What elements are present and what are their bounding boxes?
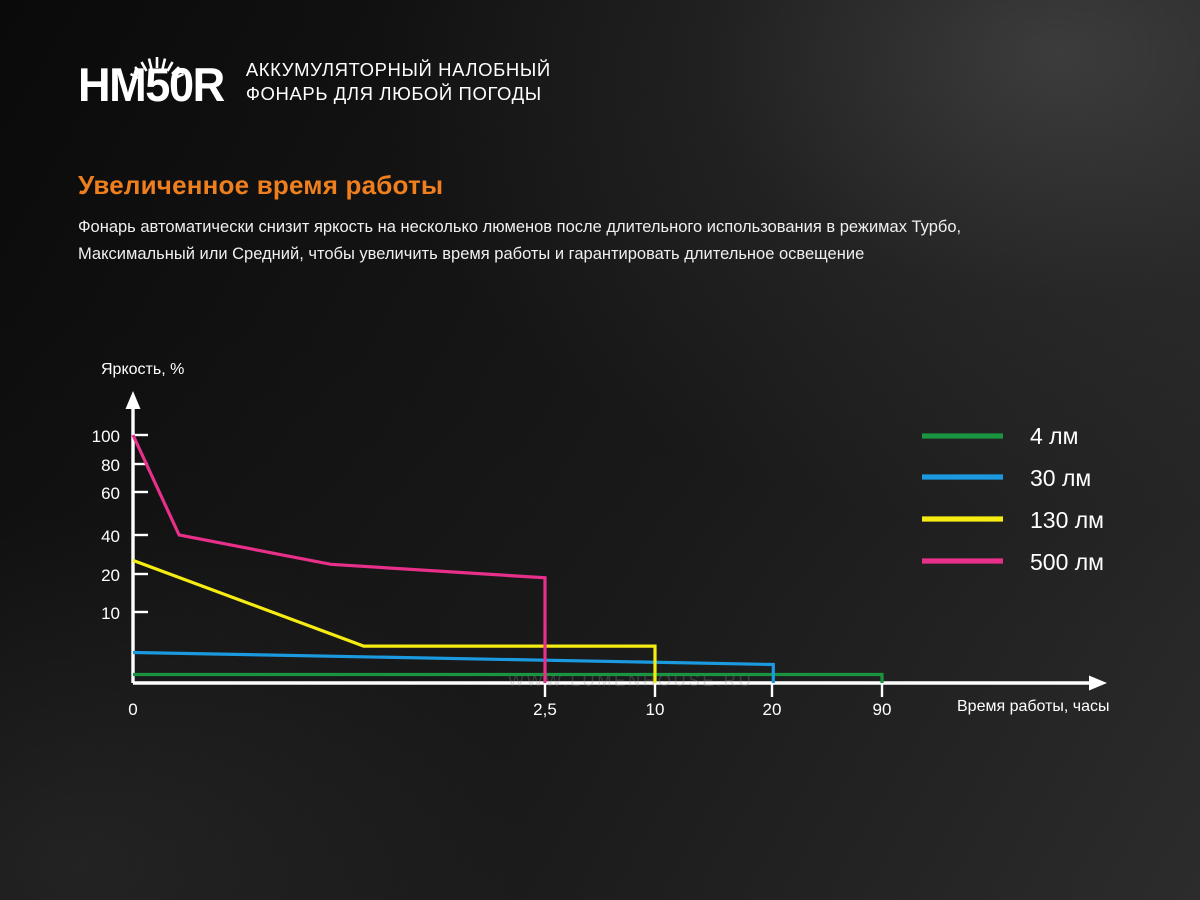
legend-label-130lm: 130 лм — [1030, 507, 1104, 533]
x-axis-arrow — [1089, 675, 1107, 691]
series-line-500lm — [131, 434, 547, 683]
legend-label-4lm: 4 лм — [1030, 423, 1078, 449]
y-axis-title: Яркость, % — [101, 361, 184, 378]
tagline-line-1: АККУМУЛЯТОРНЫЙ НАЛОБНЫЙ — [245, 59, 551, 80]
y-tick-label-10: 10 — [101, 604, 120, 623]
brand-tagline: АККУМУЛЯТОРНЫЙ НАЛОБНЫЙ ФОНАРЬ ДЛЯ ЛЮБОЙ… — [246, 58, 551, 108]
x-tick-label-10: 10 — [646, 700, 665, 719]
product-model: HM50R — [78, 58, 225, 112]
x-axis-ticks: 0 2,5 10 20 90 — [128, 683, 891, 719]
tagline-line-2: ФОНАРЬ ДЛЯ ЛЮБОЙ ПОГОДЫ — [245, 82, 542, 104]
y-tick-label-20: 20 — [101, 566, 120, 585]
y-tick-label-80: 80 — [101, 456, 120, 475]
y-tick-label-60: 60 — [101, 484, 120, 503]
legend-label-30lm: 30 лм — [1030, 465, 1091, 491]
x-tick-label-90: 90 — [873, 700, 892, 719]
series-line-130lm — [132, 558, 657, 683]
series-line-30lm — [132, 650, 775, 683]
y-tick-label-40: 40 — [101, 527, 120, 546]
section-headline: Увеличенное время работы — [78, 170, 444, 200]
body-line-1: Фонарь автоматически снизит яркость на н… — [78, 218, 962, 236]
brand-header: HM50R АККУМУЛЯТОРНЫЙ НАЛОБНЫЙ ФОНАРЬ ДЛЯ… — [78, 57, 551, 112]
sunburst-rays-icon — [129, 57, 185, 80]
series-line-4lm — [133, 672, 884, 683]
chart-axes — [125, 391, 1107, 691]
x-axis-title: Время работы, часы — [957, 698, 1110, 715]
x-tick-label-2.5: 2,5 — [533, 700, 557, 719]
body-line-2: Максимальный или Средний, чтобы увеличит… — [78, 244, 865, 263]
x-tick-label-20: 20 — [763, 700, 782, 719]
legend-label-500lm: 500 лм — [1030, 549, 1104, 575]
x-tick-label-0: 0 — [128, 700, 137, 719]
chart-series-group — [131, 434, 884, 683]
y-axis-arrow — [125, 391, 141, 409]
product-logo: HM50R — [78, 57, 230, 112]
chart-legend: 4 лм 30 лм 130 лм 500 лм — [922, 423, 1104, 575]
section-body-copy: Фонарь автоматически снизит яркость на н… — [78, 214, 1138, 267]
y-axis-ticks: 100 80 60 40 20 10 — [92, 427, 148, 623]
y-tick-label-100: 100 — [92, 427, 120, 446]
